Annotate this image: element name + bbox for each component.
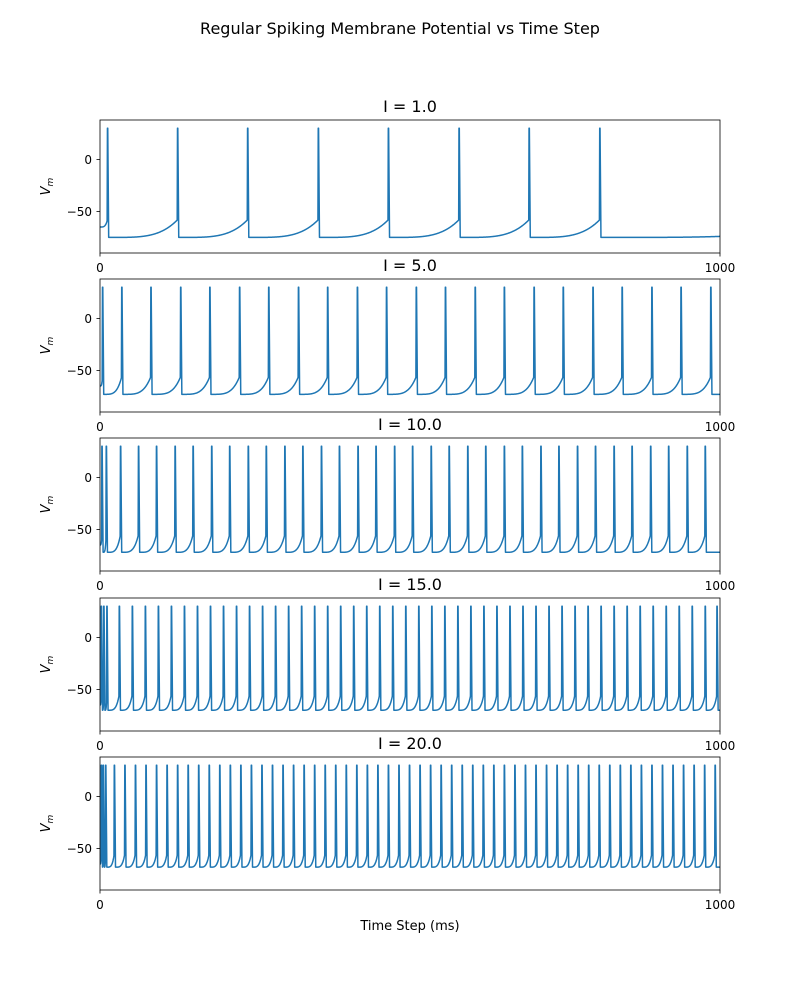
axes-frame xyxy=(99,756,721,891)
y-tick-label: 0 xyxy=(84,153,92,167)
x-tick-label: 0 xyxy=(96,579,104,593)
x-tick-label: 1000 xyxy=(705,898,736,912)
y-tick-label: −50 xyxy=(67,842,92,856)
y-tick-label: −50 xyxy=(67,523,92,537)
x-tick-label: 0 xyxy=(96,739,104,753)
x-tick-label: 1000 xyxy=(705,261,736,275)
figure-title: Regular Spiking Membrane Potential vs Ti… xyxy=(200,19,600,38)
series-line xyxy=(100,764,720,868)
subplot-5: I = 20.0 0 −50 0 1000 Vm xyxy=(39,734,735,912)
y-tick-label: −50 xyxy=(67,205,92,219)
y-tick-label: 0 xyxy=(84,312,92,326)
y-tick-label: −50 xyxy=(67,683,92,697)
x-tick-label: 1000 xyxy=(705,739,736,753)
x-tick-label: 0 xyxy=(96,261,104,275)
axes-frame xyxy=(99,278,721,413)
subplot-1: I = 1.0 0 −50 0 1000 Vm xyxy=(39,97,735,275)
y-axis-label: Vm xyxy=(39,336,56,354)
y-tick-label: 0 xyxy=(84,631,92,645)
series-line xyxy=(100,605,720,711)
y-axis-label: Vm xyxy=(39,177,56,195)
series-line xyxy=(100,445,720,554)
axes-frame xyxy=(99,597,721,732)
subplot-title: I = 20.0 xyxy=(378,734,442,753)
subplot-title: I = 15.0 xyxy=(378,575,442,594)
series-line xyxy=(100,127,720,239)
subplot-2: I = 5.0 0 −50 0 1000 Vm xyxy=(39,256,735,434)
subplot-4: I = 15.0 0 −50 0 1000 Vm xyxy=(39,575,735,753)
x-tick-label: 1000 xyxy=(705,420,736,434)
y-tick-label: 0 xyxy=(84,471,92,485)
y-tick-label: −50 xyxy=(67,364,92,378)
subplot-title: I = 1.0 xyxy=(383,97,437,116)
x-tick-label: 1000 xyxy=(705,579,736,593)
x-tick-label: 0 xyxy=(96,420,104,434)
subplot-title: I = 10.0 xyxy=(378,415,442,434)
y-axis-label: Vm xyxy=(39,814,56,832)
y-axis-label: Vm xyxy=(39,495,56,513)
series-line xyxy=(100,286,720,396)
y-axis-label: Vm xyxy=(39,655,56,673)
subplot-title: I = 5.0 xyxy=(383,256,437,275)
x-tick-label: 0 xyxy=(96,898,104,912)
subplot-3: I = 10.0 0 −50 0 1000 Vm xyxy=(39,415,735,593)
y-tick-label: 0 xyxy=(84,790,92,804)
axes-frame xyxy=(99,437,721,572)
x-axis-label: Time Step (ms) xyxy=(359,919,459,934)
axes-frame xyxy=(99,119,721,254)
